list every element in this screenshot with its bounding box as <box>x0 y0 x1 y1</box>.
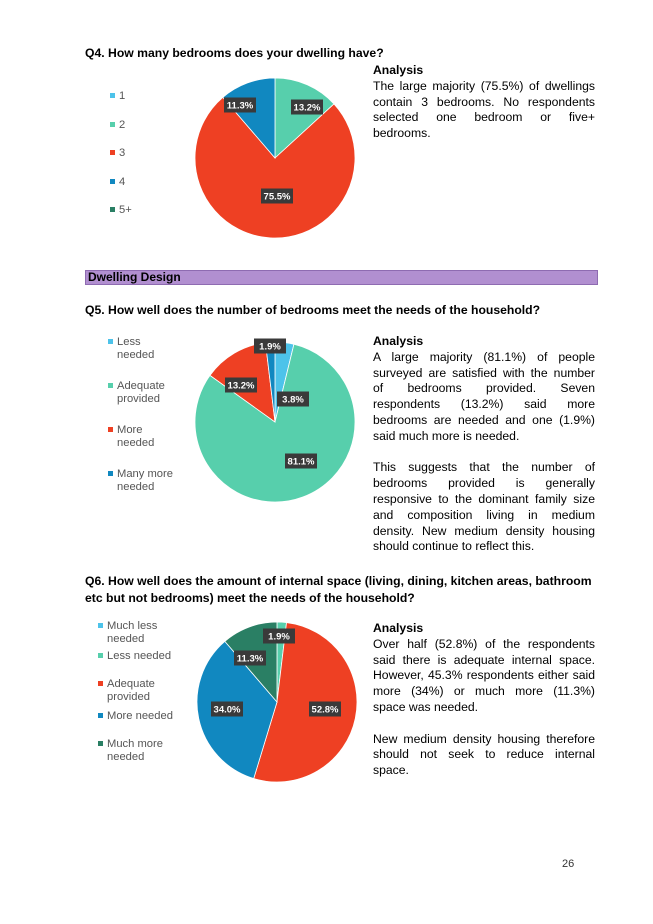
q6-pie-chart: 1.9% 52.8% 34.0% 11.3% <box>196 621 358 783</box>
pie-data-label-box <box>285 453 317 469</box>
q6-legend: Much less needed Less needed Adequate prov… <box>98 620 188 780</box>
pie-data-label: 52.8% <box>309 701 341 717</box>
pie-data-label: 75.5% <box>261 188 293 204</box>
legend-swatch <box>110 207 115 212</box>
pie-data-label-box <box>224 97 256 113</box>
pie-data-label-text: 52.8% <box>312 705 339 716</box>
legend-swatch <box>98 653 103 658</box>
pie-data-label-box <box>211 701 243 717</box>
legend-swatch <box>108 471 113 476</box>
pie-data-label: 1.9% <box>254 338 286 354</box>
q5-analysis-heading: Analysis <box>373 334 424 348</box>
legend-label: Many more needed <box>117 468 173 493</box>
q5-analysis: Analysis A large majority (81.1%) of peo… <box>373 334 595 555</box>
pie-slice-2 <box>274 77 335 159</box>
q4-analysis: Analysis The large majority (75.5%) of d… <box>373 63 595 142</box>
pie-data-label-text: 1.9% <box>268 632 290 643</box>
legend-swatch <box>98 623 103 628</box>
q6-analysis-heading: Analysis <box>373 621 424 635</box>
pie-data-label-text: 75.5% <box>264 192 291 203</box>
pie-data-label-box <box>309 701 341 717</box>
pie-data-label: 3.8% <box>277 391 309 407</box>
q5-title: Q5. How well does the number of bedrooms… <box>85 303 541 317</box>
legend-swatch <box>108 427 113 432</box>
legend-swatch <box>98 741 103 746</box>
legend-label: Less needed <box>117 336 155 361</box>
pie-data-label: 1.9% <box>263 628 295 644</box>
section-header-dwelling-design: Dwelling Design <box>85 270 598 285</box>
pie-data-label-box <box>291 99 323 115</box>
legend-label: 3 <box>119 147 126 159</box>
legend-label: 4 <box>119 175 126 188</box>
legend-label: More needed <box>107 710 173 722</box>
legend-label: 2 <box>119 118 126 131</box>
pie-data-label-box <box>234 650 266 666</box>
q5-legend: Less needed Adequate provided More needed M… <box>108 336 198 496</box>
q4-analysis-text: The large majority (75.5%) of dwellings … <box>373 78 595 141</box>
q4-legend: 1 2 3 4 5+ <box>110 90 200 220</box>
legend-label: More needed <box>117 424 155 449</box>
legend-label: Less needed <box>107 650 172 662</box>
q4-pie-chart: 13.2% 75.5% 11.3% <box>194 77 356 239</box>
q4-analysis-heading: Analysis <box>373 63 424 77</box>
pie-slice-adequate-provided <box>253 622 358 783</box>
q5-analysis-text-1: A large majority (81.1%) of people surve… <box>373 349 595 443</box>
pie-data-label: 11.3% <box>224 97 256 113</box>
q6-analysis: Analysis Over half (52.8%) of the respon… <box>373 621 595 779</box>
legend-label: 5+ <box>119 204 132 216</box>
pie-data-label-box <box>225 377 257 393</box>
legend-swatch <box>110 150 115 155</box>
pie-data-label: 13.2% <box>225 377 257 393</box>
pie-data-label-text: 11.3% <box>237 654 264 665</box>
pie-data-label-box <box>261 188 293 204</box>
pie-data-label: 13.2% <box>291 99 323 115</box>
pie-data-label-box <box>254 338 286 354</box>
legend-swatch <box>110 178 115 184</box>
q6-title: Q6. How well does the amount of internal… <box>85 574 592 605</box>
pie-data-label-box <box>263 628 295 644</box>
legend-swatch <box>98 713 103 718</box>
q6-analysis-text-2: New medium density housing therefore sho… <box>373 731 595 778</box>
q5-analysis-text-2: This suggests that the number of bedroom… <box>373 460 595 554</box>
pie-data-label-text: 81.1% <box>288 457 315 468</box>
pie-data-label-box <box>277 391 309 407</box>
legend-label: Adequate provided <box>117 380 165 405</box>
pie-data-label-text: 11.3% <box>227 101 254 112</box>
legend-label: Much less needed <box>107 620 158 645</box>
page-number: 26 <box>562 858 575 870</box>
legend-swatch <box>110 93 115 98</box>
pie-data-label-text: 13.2% <box>294 103 321 114</box>
pie-data-label: 11.3% <box>234 650 266 666</box>
q5-pie-chart: 3.8% 81.1% 13.2% 1.9% <box>194 338 356 503</box>
pie-data-label: 34.0% <box>211 701 243 717</box>
pie-data-label-text: 3.8% <box>282 395 304 406</box>
pie-data-label-text: 13.2% <box>228 381 255 392</box>
legend-swatch <box>110 121 115 127</box>
q4-title: Q4. How many bedrooms does your dwelling… <box>85 46 384 60</box>
legend-swatch <box>98 681 103 686</box>
legend-label: 1 <box>119 90 126 102</box>
legend-swatch <box>108 383 113 388</box>
pie-data-label-text: 34.0% <box>214 705 241 716</box>
pie-data-label-text: 1.9% <box>259 342 281 353</box>
legend-label: Adequate provided <box>107 678 155 703</box>
legend-label: Much more needed <box>107 738 163 763</box>
pie-data-label: 81.1% <box>285 453 317 469</box>
pie-slice-3 <box>194 96 356 239</box>
q6-analysis-text-1: Over half (52.8%) of the respondents sai… <box>373 636 595 714</box>
legend-swatch <box>108 339 113 344</box>
